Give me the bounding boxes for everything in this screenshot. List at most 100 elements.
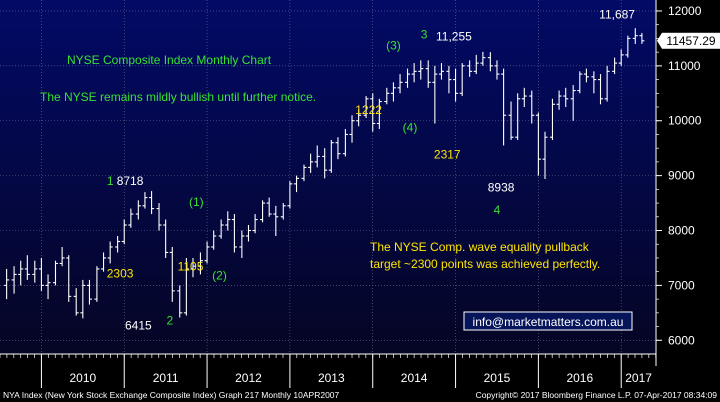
ohlc-bar: [66, 255, 72, 302]
ohlc-bar: [115, 236, 121, 253]
x-tick-label: 2012: [235, 371, 262, 385]
y-axis: 6000 7000 8000 9000 10000 11000 12000: [656, 4, 702, 347]
ohlc-bar: [107, 241, 113, 264]
x-tick-label: 2017: [625, 371, 652, 385]
annotation-label: 2: [166, 313, 173, 327]
x-tick-label: 2014: [401, 371, 428, 385]
ohlc-bar: [260, 200, 266, 223]
y-tick-label: 9000: [668, 169, 695, 183]
ohlc-bar: [446, 65, 452, 94]
annotation-label: 1: [107, 174, 114, 188]
ohlc-bar: [169, 246, 175, 302]
ohlc-bar: [356, 109, 362, 127]
y-tick-label: 12000: [668, 4, 702, 18]
ohlc-bar: [142, 192, 148, 209]
ohlc-bar: [384, 87, 390, 105]
ohlc-bar: [190, 257, 196, 278]
ohlc-bar: [18, 260, 24, 286]
ohlc-bar: [349, 115, 355, 143]
x-tick-label: 2011: [153, 371, 179, 385]
ohlc-bar: [231, 214, 237, 253]
ohlc-bar: [549, 98, 555, 140]
ohlc-bar: [24, 255, 30, 280]
ohlc-bar: [314, 145, 320, 168]
ohlc-bar: [508, 101, 514, 140]
ohlc-bar: [32, 260, 38, 283]
price-bars: [4, 28, 645, 319]
ohlc-bar: [273, 205, 279, 236]
ohlc-bar: [101, 252, 107, 272]
ohlc-bar: [425, 60, 431, 88]
y-tick-label: 6000: [668, 333, 695, 347]
ohlc-bar: [432, 65, 438, 124]
email-text[interactable]: info@marketmatters.com.au: [473, 315, 624, 329]
last-price-label: 11457.29: [666, 34, 715, 48]
x-axis: 2010 2011 2012 2013 2014 2015 2016 2017: [0, 354, 657, 388]
annotation-label: 1105: [178, 260, 204, 274]
ohlc-bar: [4, 268, 10, 300]
ohlc-bar: [591, 71, 597, 94]
ohlc-bar: [376, 98, 382, 129]
ohlc-bar: [301, 164, 307, 182]
plot-background: [0, 0, 656, 354]
chart-title: NYSE Composite Index Monthly Chart: [67, 53, 272, 67]
annotation-label: 4: [494, 203, 501, 217]
last-price-marker: 11457.29: [657, 32, 720, 49]
ohlc-bar: [239, 230, 245, 258]
ohlc-bar: [598, 74, 604, 105]
annotation-label: (1): [189, 195, 204, 209]
ohlc-bar: [515, 93, 521, 140]
footer-right: Copyright© 2017 Bloomberg Finance L.P. 0…: [476, 390, 718, 400]
ohlc-bar: [335, 137, 341, 160]
ohlc-bar: [459, 63, 465, 97]
ohlc-bar: [121, 219, 127, 245]
ohlc-bar: [556, 90, 562, 110]
note-line-2: target ~2300 points was achieved perfect…: [370, 257, 600, 271]
last-price-box: [662, 32, 720, 49]
ohlc-bar: [563, 87, 569, 108]
ohlc-bar: [639, 32, 645, 44]
annotation-label: 8938: [488, 181, 515, 195]
chart-subtitle: The NYSE remains mildly bullish until fu…: [40, 90, 316, 104]
ohlc-bar: [308, 153, 314, 173]
ohlc-bar: [135, 200, 141, 220]
ohlc-bar: [418, 60, 424, 80]
ohlc-bar: [287, 181, 293, 209]
gridlines: [0, 0, 656, 354]
ohlc-bar: [225, 211, 231, 231]
annotation-label: 3: [421, 27, 428, 41]
ohlc-bar: [156, 203, 162, 231]
ohlc-bar: [612, 57, 618, 75]
ohlc-bar: [618, 49, 624, 66]
annotation-label: 2303: [107, 267, 134, 281]
ohlc-bar: [632, 28, 638, 44]
ohlc-bar: [94, 266, 100, 302]
email-link[interactable]: info@marketmatters.com.au: [463, 311, 633, 331]
ohlc-bar: [252, 214, 258, 234]
ohlc-bar: [59, 246, 65, 267]
annotation-label: 8718: [117, 174, 144, 188]
wave-annotations: 1 8718 2303 6415 2 (1) 1105 (2) 1222 (3) (4) 3 11,25…: [107, 8, 636, 333]
annotation-label: 6415: [125, 318, 152, 332]
annotation-label: 11,687: [599, 8, 635, 22]
ohlc-bar: [529, 90, 535, 124]
ohlc-bar: [163, 219, 169, 258]
annotation-label: 1222: [355, 103, 382, 117]
ohlc-bar: [342, 128, 348, 157]
last-price-arrow: [657, 32, 662, 49]
ohlc-bar: [11, 266, 17, 294]
ohlc-bar: [535, 112, 541, 176]
annotation-label: 2317: [434, 148, 461, 162]
ohlc-bar: [397, 74, 403, 94]
ohlc-bar: [266, 197, 272, 217]
ohlc-bar: [473, 54, 479, 75]
footer-bar: [0, 388, 720, 402]
y-tick-label: 10000: [668, 114, 702, 128]
ohlc-bar: [149, 191, 155, 215]
ohlc-bar: [501, 68, 507, 146]
ohlc-bar: [363, 96, 369, 118]
ohlc-bar: [80, 279, 86, 319]
ohlc-bar: [45, 274, 51, 300]
ohlc-bar: [197, 252, 203, 275]
ohlc-bar: [453, 68, 459, 102]
